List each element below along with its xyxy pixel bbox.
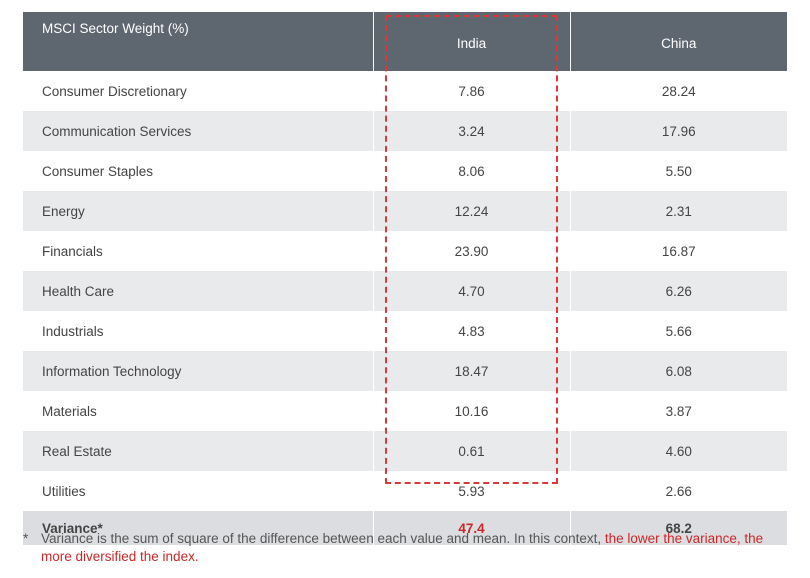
cell-india: 12.24 (372, 191, 570, 231)
cell-india: 18.47 (372, 351, 570, 391)
table-row: Communication Services 3.24 17.96 (23, 111, 787, 151)
footnote-marker: * (23, 531, 29, 546)
cell-india: 23.90 (372, 231, 570, 271)
cell-china: 2.31 (569, 191, 787, 231)
cell-china: 4.60 (569, 431, 787, 471)
footnote-text: Variance is the sum of square of the dif… (41, 531, 605, 546)
cell-india: 5.93 (372, 471, 570, 511)
cell-sector: Information Technology (23, 351, 373, 391)
footnote-highlight: the lower the variance, the more diversi… (41, 531, 764, 564)
table-row: Real Estate 0.61 4.60 (23, 431, 787, 471)
table-row: Information Technology 18.47 6.08 (23, 351, 787, 391)
cell-india: 7.86 (372, 71, 570, 111)
header-china: China (569, 12, 787, 71)
cell-china: 5.50 (569, 151, 787, 191)
table-row: Energy 12.24 2.31 (23, 191, 787, 231)
cell-sector: Consumer Staples (42, 163, 154, 179)
sector-weight-table: MSCI Sector Weight (%) India China Consu… (23, 12, 787, 545)
variance-row: Variance* 47.4 68.2 (23, 511, 787, 545)
variance-india: 47.4 (372, 511, 570, 545)
table-row: Materials 10.16 3.87 (23, 391, 787, 431)
table-row: Consumer Discretionary 7.86 28.24 (23, 71, 787, 111)
cell-china: 2.66 (569, 471, 787, 511)
cell-china: 6.08 (569, 351, 787, 391)
table-row: Financials 23.90 16.87 (23, 231, 787, 271)
cell-sector: Industrials (42, 323, 104, 339)
cell-sector: Communication Services (23, 111, 373, 151)
variance-china: 68.2 (569, 511, 787, 545)
cell-sector: Consumer Discretionary (42, 83, 187, 99)
cell-china: 5.66 (569, 311, 787, 351)
cell-china: 28.24 (569, 71, 787, 111)
cell-sector: Health Care (23, 271, 373, 311)
table-row: Utilities 5.93 2.66 (23, 471, 787, 511)
header-sector: MSCI Sector Weight (%) (23, 12, 373, 71)
cell-china: 16.87 (569, 231, 787, 271)
cell-china: 3.87 (569, 391, 787, 431)
table-row: Health Care 4.70 6.26 (23, 271, 787, 311)
header-india: India (372, 12, 570, 71)
footnote: * Variance is the sum of square of the d… (23, 530, 787, 566)
cell-india: 4.70 (372, 271, 570, 311)
variance-label: Variance* (23, 511, 373, 545)
table-row: Consumer Staples 8.06 5.50 (23, 151, 787, 191)
cell-sector: Financials (42, 243, 103, 259)
table-row: Industrials 4.83 5.66 (23, 311, 787, 351)
cell-china: 17.96 (569, 111, 787, 151)
cell-sector: Materials (42, 403, 97, 419)
table-header-row: MSCI Sector Weight (%) India China (23, 12, 787, 71)
cell-sector: Real Estate (23, 431, 373, 471)
cell-india: 8.06 (372, 151, 570, 191)
cell-india: 0.61 (372, 431, 570, 471)
cell-sector: Energy (23, 191, 373, 231)
cell-india: 10.16 (372, 391, 570, 431)
cell-india: 3.24 (372, 111, 570, 151)
cell-china: 6.26 (569, 271, 787, 311)
cell-india: 4.83 (372, 311, 570, 351)
cell-sector: Utilities (42, 483, 86, 499)
